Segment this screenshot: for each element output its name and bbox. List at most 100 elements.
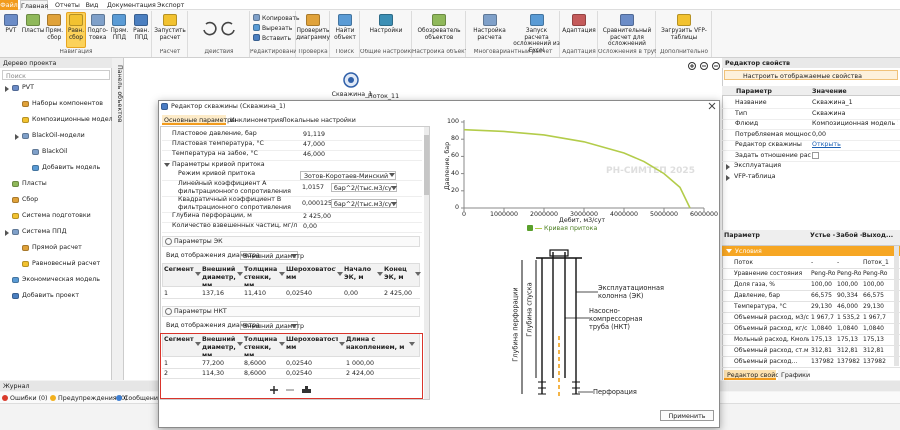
menu-tab[interactable]: Экспорт <box>157 1 185 9</box>
menu-tab[interactable]: Документация <box>107 1 156 9</box>
ribbon-button[interactable]: Равн. сбор <box>67 28 85 41</box>
results-cell: 46,000 <box>837 303 858 310</box>
param-value[interactable]: 2 425,00 <box>303 213 332 220</box>
ribbon-button[interactable]: Проверить диаграмму <box>296 28 330 41</box>
configure-button[interactable]: Настроить отображаемые свойства <box>724 70 898 80</box>
table-cell[interactable]: 1 <box>164 289 169 297</box>
dialog-tab[interactable]: Основные параметры <box>162 115 237 125</box>
property-group[interactable]: VFP-таблица <box>734 172 776 180</box>
ribbon-button[interactable]: Вставить <box>262 34 292 42</box>
table-cell[interactable]: 77,200 <box>202 359 225 367</box>
tree-item[interactable]: Добавить модель <box>42 164 101 171</box>
table-cell[interactable]: 8,6000 <box>244 359 267 367</box>
results-cell: 29,130 <box>811 303 832 310</box>
table-cell[interactable]: 2 425,00 <box>384 289 413 297</box>
expander <box>15 134 19 140</box>
menu-tab[interactable]: Файл <box>0 0 18 10</box>
x-tick-label: 5000000 <box>649 210 679 218</box>
tree-item[interactable]: Равновесный расчет <box>32 260 101 267</box>
ribbon-button[interactable]: Запустить расчет <box>154 28 186 41</box>
dialog-tab[interactable]: Инклинометрия <box>230 116 283 124</box>
ribbon-button[interactable]: Прям. ППД <box>110 28 129 41</box>
tree-item[interactable]: Прямой расчет <box>32 244 82 251</box>
ribbon-button[interactable]: Загрузить VFP-таблицы <box>661 28 707 41</box>
tree-item[interactable]: Экономическая модель <box>22 276 100 283</box>
table-cell[interactable]: 137,16 <box>202 289 225 297</box>
param-value[interactable]: 0,000125 <box>302 200 333 207</box>
property-group[interactable]: Эксплуатация <box>734 162 782 169</box>
tree-item[interactable]: BlackOil-модели <box>32 132 85 139</box>
table-cell[interactable]: 114,30 <box>202 369 225 377</box>
display-label: Вид отображения диаметра <box>166 252 260 259</box>
tree-item[interactable]: Композиционные модели <box>32 116 117 123</box>
ribbon-button[interactable]: Адаптация <box>562 28 596 34</box>
ribbon-button[interactable]: PVT <box>5 28 17 34</box>
tree-item[interactable]: Система ППД <box>22 228 67 235</box>
table-cell[interactable]: 0,02540 <box>286 369 313 377</box>
dropdown[interactable]: Внешний диаметр <box>240 320 304 330</box>
ribbon-button[interactable]: Запуск расчета осложнений из Excel <box>513 28 560 54</box>
ribbon-button[interactable]: Прям. сбор <box>45 28 64 41</box>
tree-item[interactable]: Добавить проект <box>22 292 80 299</box>
canvas-node-label[interactable]: Скважина_1 <box>331 91 373 98</box>
ribbon-button[interactable]: Копировать <box>262 14 300 22</box>
search-box[interactable]: Поиск <box>2 70 110 80</box>
dropdown[interactable]: бар^2/(тыс.м3/сут)^2 <box>331 199 397 208</box>
dropdown[interactable]: Зотов-Коротаев-Минский <box>300 170 396 180</box>
ribbon-button[interactable]: Найти объект <box>334 28 356 41</box>
ribbon-button[interactable]: Сравнительный расчет для осложнений <box>602 28 652 48</box>
checkbox[interactable] <box>812 152 819 159</box>
param-name: Глубина перфорации, м <box>172 212 252 219</box>
property-value: Скважина <box>812 109 846 117</box>
dropdown[interactable]: бар^2/(тыс.м3/сут) <box>331 183 397 192</box>
results-cell: 100,00 <box>863 281 884 288</box>
ribbon-button[interactable]: Настройки <box>369 28 403 34</box>
table-cell[interactable]: 2 <box>164 369 169 377</box>
panel-header: Дерево проекта <box>0 58 112 68</box>
tree-item[interactable]: Сбор <box>22 196 39 203</box>
tree-item[interactable]: Система подготовки <box>22 212 91 219</box>
tree-item[interactable]: Наборы компонентов <box>32 100 104 107</box>
tree-item[interactable]: Пласты <box>22 180 47 187</box>
menu-tab[interactable]: Вид <box>85 1 99 9</box>
menu-tab[interactable]: Главная <box>20 0 48 10</box>
dialog-tab[interactable]: Локальные настройки <box>282 116 356 124</box>
table-cell[interactable]: 0,02540 <box>286 289 313 297</box>
journal-filter[interactable]: Ошибки (0) <box>10 394 48 402</box>
table-cell[interactable]: 0,00 <box>344 289 359 297</box>
table-cell[interactable]: 1 000,00 <box>346 359 375 367</box>
row-line <box>722 333 900 335</box>
bottom-tab[interactable]: Графики <box>778 370 810 380</box>
ribbon-button[interactable]: Подго-товка <box>87 28 108 41</box>
canvas-link-label[interactable]: Поток_11 <box>368 93 400 100</box>
dropdown[interactable]: Внешний диаметр <box>240 250 304 260</box>
ribbon-button[interactable]: Пласты <box>21 28 45 34</box>
table-cell[interactable]: 2 424,00 <box>346 369 375 377</box>
table-cell[interactable]: 1 <box>164 359 169 367</box>
row-line <box>162 231 422 233</box>
menu-tab[interactable]: Отчеты <box>55 1 80 9</box>
journal-filter[interactable]: Предупреждения (0) <box>58 394 128 402</box>
tree-item[interactable]: BlackOil <box>42 148 68 155</box>
param-value[interactable]: 46,000 <box>303 151 326 158</box>
bottom-tab[interactable]: Редактор свойств <box>724 370 786 380</box>
ribbon-button[interactable]: Настройка расчета <box>473 28 506 41</box>
apply-button[interactable]: Применить <box>660 410 714 421</box>
param-value[interactable]: 91,119 <box>303 131 326 138</box>
table-cell[interactable]: 0,02540 <box>286 359 313 367</box>
row-line <box>722 139 900 141</box>
table-cell[interactable]: 8,6000 <box>244 369 267 377</box>
param-value[interactable]: 0,00 <box>303 223 318 230</box>
ribbon-button[interactable]: Обозреватель объектов <box>417 28 461 41</box>
ribbon-group-label: Проверка <box>298 49 328 55</box>
legend-checkbox[interactable] <box>527 225 533 231</box>
param-value[interactable]: 47,000 <box>303 141 326 148</box>
property-value[interactable]: Композиционная модель 1 <box>812 120 898 127</box>
property-value[interactable]: Открыть <box>812 141 841 148</box>
journal-filter[interactable]: Сообщения <box>124 394 162 402</box>
tree-item[interactable]: PVT <box>22 84 34 91</box>
ribbon-button[interactable]: Равн. ППД <box>133 28 150 41</box>
param-value[interactable]: 1,0157 <box>302 184 325 191</box>
table-cell[interactable]: 11,410 <box>244 289 267 297</box>
ribbon-button[interactable]: Вырезать <box>262 24 293 32</box>
